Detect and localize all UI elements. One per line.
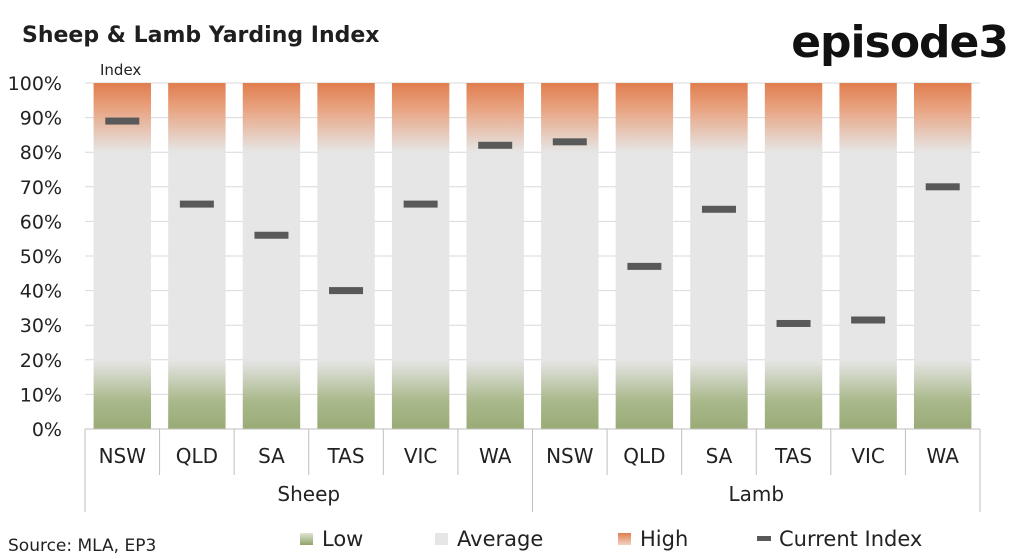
current-index-marker	[776, 319, 811, 327]
y-axis-ticks: 0% 10% 20% 30% 40% 50% 60% 70% 80% 90% 100%	[8, 73, 62, 441]
legend-swatch-low	[300, 533, 313, 545]
bar-band-low	[317, 359, 375, 429]
bar-band-low	[391, 359, 450, 429]
bar-band-low	[913, 359, 972, 429]
bar-band-average	[690, 152, 748, 360]
bar-band-average	[168, 152, 226, 360]
current-index-marker	[925, 183, 960, 191]
legend-label-current: Current Index	[779, 527, 922, 551]
bar-band-low	[615, 359, 674, 429]
y-tick-label: 60%	[20, 211, 62, 233]
bar-band-average	[466, 152, 524, 360]
bar-band-high	[615, 83, 674, 153]
bar-band-low	[764, 359, 823, 429]
legend-swatch-current-index	[757, 536, 771, 541]
x-tick-label: NSW	[546, 444, 594, 468]
legend-swatch-high	[618, 533, 631, 545]
y-tick-label: 10%	[20, 384, 62, 406]
y-tick-label: 20%	[20, 350, 62, 372]
x-tick-label: TAS	[774, 444, 812, 468]
bar-band-high	[764, 83, 823, 153]
bar-band-high	[913, 83, 972, 153]
current-index-marker	[179, 200, 214, 208]
legend-label-high: High	[640, 527, 688, 551]
bar-band-average	[317, 152, 375, 360]
bar-band-low	[690, 359, 748, 429]
y-unit-label: Index	[100, 61, 141, 79]
x-tick-label: WA	[927, 444, 960, 468]
bar-band-high	[317, 83, 375, 153]
bar-band-low	[93, 359, 152, 429]
legend-label-low: Low	[322, 527, 363, 551]
current-index-marker	[254, 231, 289, 239]
bar-band-high	[466, 83, 524, 153]
bar-band-low	[466, 359, 524, 429]
bar-band-average	[615, 152, 674, 360]
y-tick-label: 100%	[8, 73, 62, 95]
y-tick-label: 90%	[20, 108, 62, 130]
current-index-marker	[329, 287, 364, 295]
y-tick-label: 0%	[32, 419, 62, 441]
bar-band-high	[242, 83, 301, 153]
bar-band-average	[764, 152, 823, 360]
legend-label-average: Average	[457, 527, 543, 551]
current-index-marker	[105, 117, 140, 125]
bar-band-average	[242, 152, 301, 360]
current-index-marker	[627, 262, 662, 270]
current-index-marker	[851, 316, 886, 324]
bar-band-low	[839, 359, 897, 429]
x-tick-label: SA	[258, 444, 285, 468]
bar-band-low	[242, 359, 301, 429]
y-tick-label: 40%	[20, 281, 62, 303]
x-tick-label: SA	[706, 444, 733, 468]
bar-band-low	[541, 359, 599, 429]
legend-swatch-average	[435, 533, 448, 545]
x-tick-label: QLD	[176, 444, 218, 468]
current-index-marker	[552, 138, 587, 146]
y-tick-label: 50%	[20, 246, 62, 268]
x-tick-label: VIC	[404, 444, 438, 468]
bar-band-average	[391, 152, 450, 360]
bar-band-average	[541, 152, 599, 360]
x-tick-label: NSW	[99, 444, 147, 468]
x-axis: NSW QLD SA TAS VIC WA NSW QLD SA TAS VIC WA Sheep Lam…	[84, 428, 981, 512]
source-note: Source: MLA, EP3	[8, 536, 156, 556]
bar-band-high	[391, 83, 450, 153]
group-label: Sheep	[277, 482, 340, 506]
group-label: Lamb	[728, 482, 784, 506]
bar-band-high	[839, 83, 897, 153]
legend: Low Average High Current Index	[300, 527, 922, 551]
current-index-marker	[701, 205, 736, 213]
y-tick-label: 30%	[20, 315, 62, 337]
gridlines	[85, 82, 980, 430]
bar-band-high	[168, 83, 226, 153]
x-tick-label: TAS	[327, 444, 365, 468]
current-index-marker	[403, 200, 438, 208]
bar-band-high	[690, 83, 748, 153]
x-tick-label: QLD	[623, 444, 665, 468]
x-tick-label: WA	[479, 444, 512, 468]
y-tick-label: 80%	[20, 142, 62, 164]
bar-band-average	[93, 152, 152, 360]
current-index-markers	[105, 117, 960, 327]
bar-band-average	[839, 152, 897, 360]
bar-band-low	[168, 359, 226, 429]
y-tick-label: 70%	[20, 177, 62, 199]
x-tick-label: VIC	[851, 444, 885, 468]
current-index-marker	[478, 141, 513, 149]
brand-logo: episode3	[791, 17, 1008, 68]
chart-title: Sheep & Lamb Yarding Index	[22, 23, 379, 48]
